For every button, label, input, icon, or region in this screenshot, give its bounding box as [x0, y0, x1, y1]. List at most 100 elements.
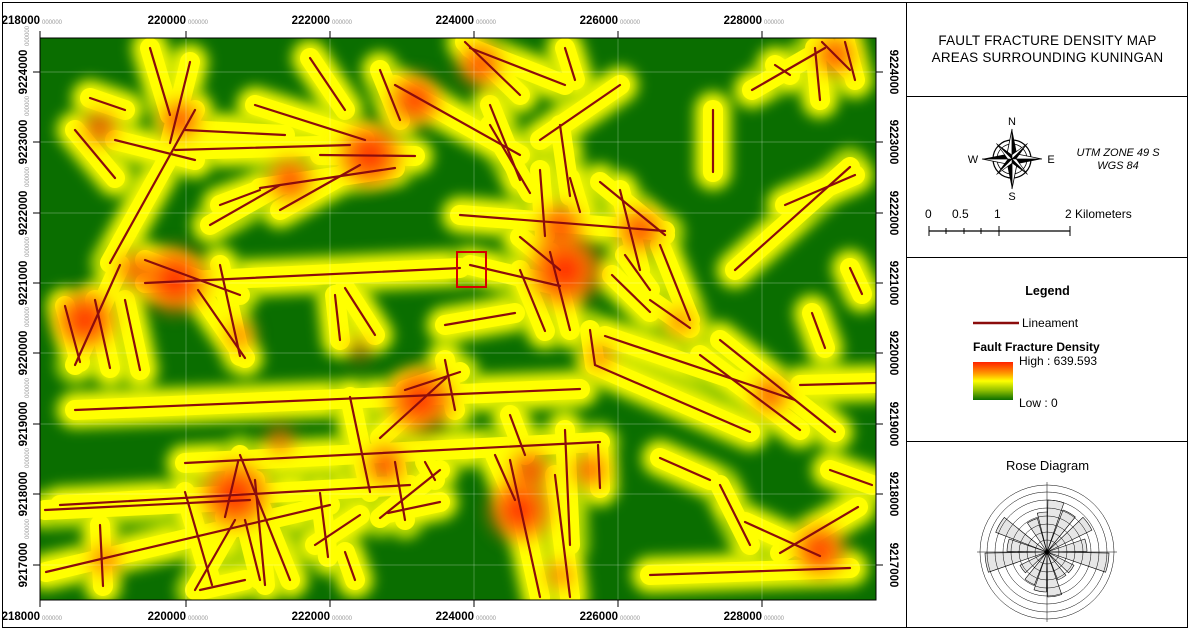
lineament[interactable]	[218, 188, 262, 207]
lineament[interactable]	[553, 473, 572, 599]
lineament[interactable]	[588, 328, 597, 367]
lineament[interactable]	[563, 46, 577, 82]
lineament[interactable]	[538, 83, 622, 142]
lineament[interactable]	[88, 96, 127, 112]
lineament[interactable]	[193, 518, 237, 592]
lineament[interactable]	[243, 518, 262, 582]
lineament[interactable]	[563, 428, 572, 547]
lineament[interactable]	[848, 266, 864, 296]
lineament[interactable]	[463, 40, 522, 97]
lineament[interactable]	[168, 60, 192, 145]
lineament[interactable]	[488, 103, 522, 182]
lineament[interactable]	[618, 188, 642, 272]
lineament[interactable]	[843, 40, 857, 82]
lineament[interactable]	[333, 293, 342, 342]
lineament[interactable]	[603, 334, 797, 402]
lineament[interactable]	[558, 123, 572, 198]
lineament[interactable]	[596, 443, 602, 490]
lineament[interactable]	[488, 123, 532, 195]
lineament[interactable]	[538, 168, 547, 238]
y-tick-label-right: 9221000	[887, 261, 899, 306]
lineament[interactable]	[698, 353, 802, 432]
lineament[interactable]	[508, 458, 542, 599]
lineament[interactable]	[423, 460, 437, 482]
lineament[interactable]	[403, 370, 462, 392]
lineament[interactable]	[43, 498, 252, 512]
lineament[interactable]	[648, 566, 852, 577]
lineament[interactable]	[313, 513, 362, 547]
lineament[interactable]	[493, 453, 517, 502]
lineament[interactable]	[196, 288, 247, 360]
lineament[interactable]	[658, 456, 712, 482]
hotspot-core	[374, 454, 396, 476]
lineament[interactable]	[238, 453, 292, 582]
lineament[interactable]	[148, 46, 172, 117]
lineament[interactable]	[123, 298, 142, 372]
lineament[interactable]	[508, 413, 527, 457]
lineament[interactable]	[348, 395, 372, 494]
lineament[interactable]	[378, 468, 442, 520]
lineament[interactable]	[773, 63, 792, 77]
lineament[interactable]	[820, 40, 852, 72]
lineament[interactable]	[518, 235, 562, 272]
lineament[interactable]	[518, 268, 547, 333]
lineament[interactable]	[378, 376, 448, 440]
lineament[interactable]	[458, 213, 667, 233]
lineament[interactable]	[393, 83, 522, 157]
lineament[interactable]	[63, 304, 82, 364]
lineament[interactable]	[58, 483, 412, 507]
lineament[interactable]	[173, 143, 352, 152]
lineament[interactable]	[98, 523, 105, 588]
lineament[interactable]	[828, 468, 874, 487]
study-area-marker[interactable]	[456, 251, 487, 288]
lineament[interactable]	[198, 578, 247, 592]
lineament[interactable]	[648, 298, 692, 330]
lineament[interactable]	[778, 505, 860, 555]
lineament[interactable]	[810, 311, 827, 350]
lineament[interactable]	[750, 46, 827, 92]
lineament[interactable]	[108, 108, 197, 265]
lineament[interactable]	[718, 483, 752, 547]
lineament[interactable]	[743, 520, 822, 558]
lineament[interactable]	[598, 180, 667, 237]
lineament[interactable]	[223, 460, 240, 519]
lineament[interactable]	[44, 503, 332, 574]
lineament[interactable]	[258, 166, 397, 190]
lineament[interactable]	[73, 387, 582, 412]
lineament[interactable]	[813, 46, 822, 102]
lineament[interactable]	[443, 358, 457, 412]
lineament[interactable]	[623, 253, 652, 292]
lineament[interactable]	[568, 176, 582, 214]
y-tick-label-left: 9222000	[18, 191, 30, 236]
lineament[interactable]	[798, 381, 876, 387]
lineament[interactable]	[783, 173, 857, 207]
lineament[interactable]	[143, 258, 242, 297]
lineament[interactable]	[113, 138, 197, 162]
lineament[interactable]	[610, 273, 652, 314]
lineament[interactable]	[183, 440, 602, 465]
lineament[interactable]	[208, 183, 282, 227]
lineament[interactable]	[218, 263, 242, 358]
lineament[interactable]	[183, 128, 287, 137]
lineament[interactable]	[593, 363, 752, 434]
lineament[interactable]	[253, 478, 267, 587]
lineament[interactable]	[658, 243, 692, 322]
lineament[interactable]	[318, 491, 330, 559]
lineament[interactable]	[183, 490, 214, 587]
lineament[interactable]	[343, 550, 357, 582]
lineament[interactable]	[93, 298, 112, 370]
lineament[interactable]	[386, 500, 442, 515]
lineament[interactable]	[443, 311, 517, 327]
y-tick-label-right: 9223000	[887, 120, 899, 165]
lineament[interactable]	[278, 163, 362, 212]
lineament[interactable]	[378, 68, 402, 122]
lineament[interactable]	[718, 338, 837, 434]
lineament[interactable]	[253, 103, 367, 142]
lineament[interactable]	[468, 46, 567, 87]
lineament[interactable]	[343, 286, 377, 337]
lineament[interactable]	[73, 128, 117, 180]
lineament[interactable]	[318, 153, 417, 158]
hotspot-core	[169, 109, 191, 131]
lineament[interactable]	[308, 56, 347, 112]
